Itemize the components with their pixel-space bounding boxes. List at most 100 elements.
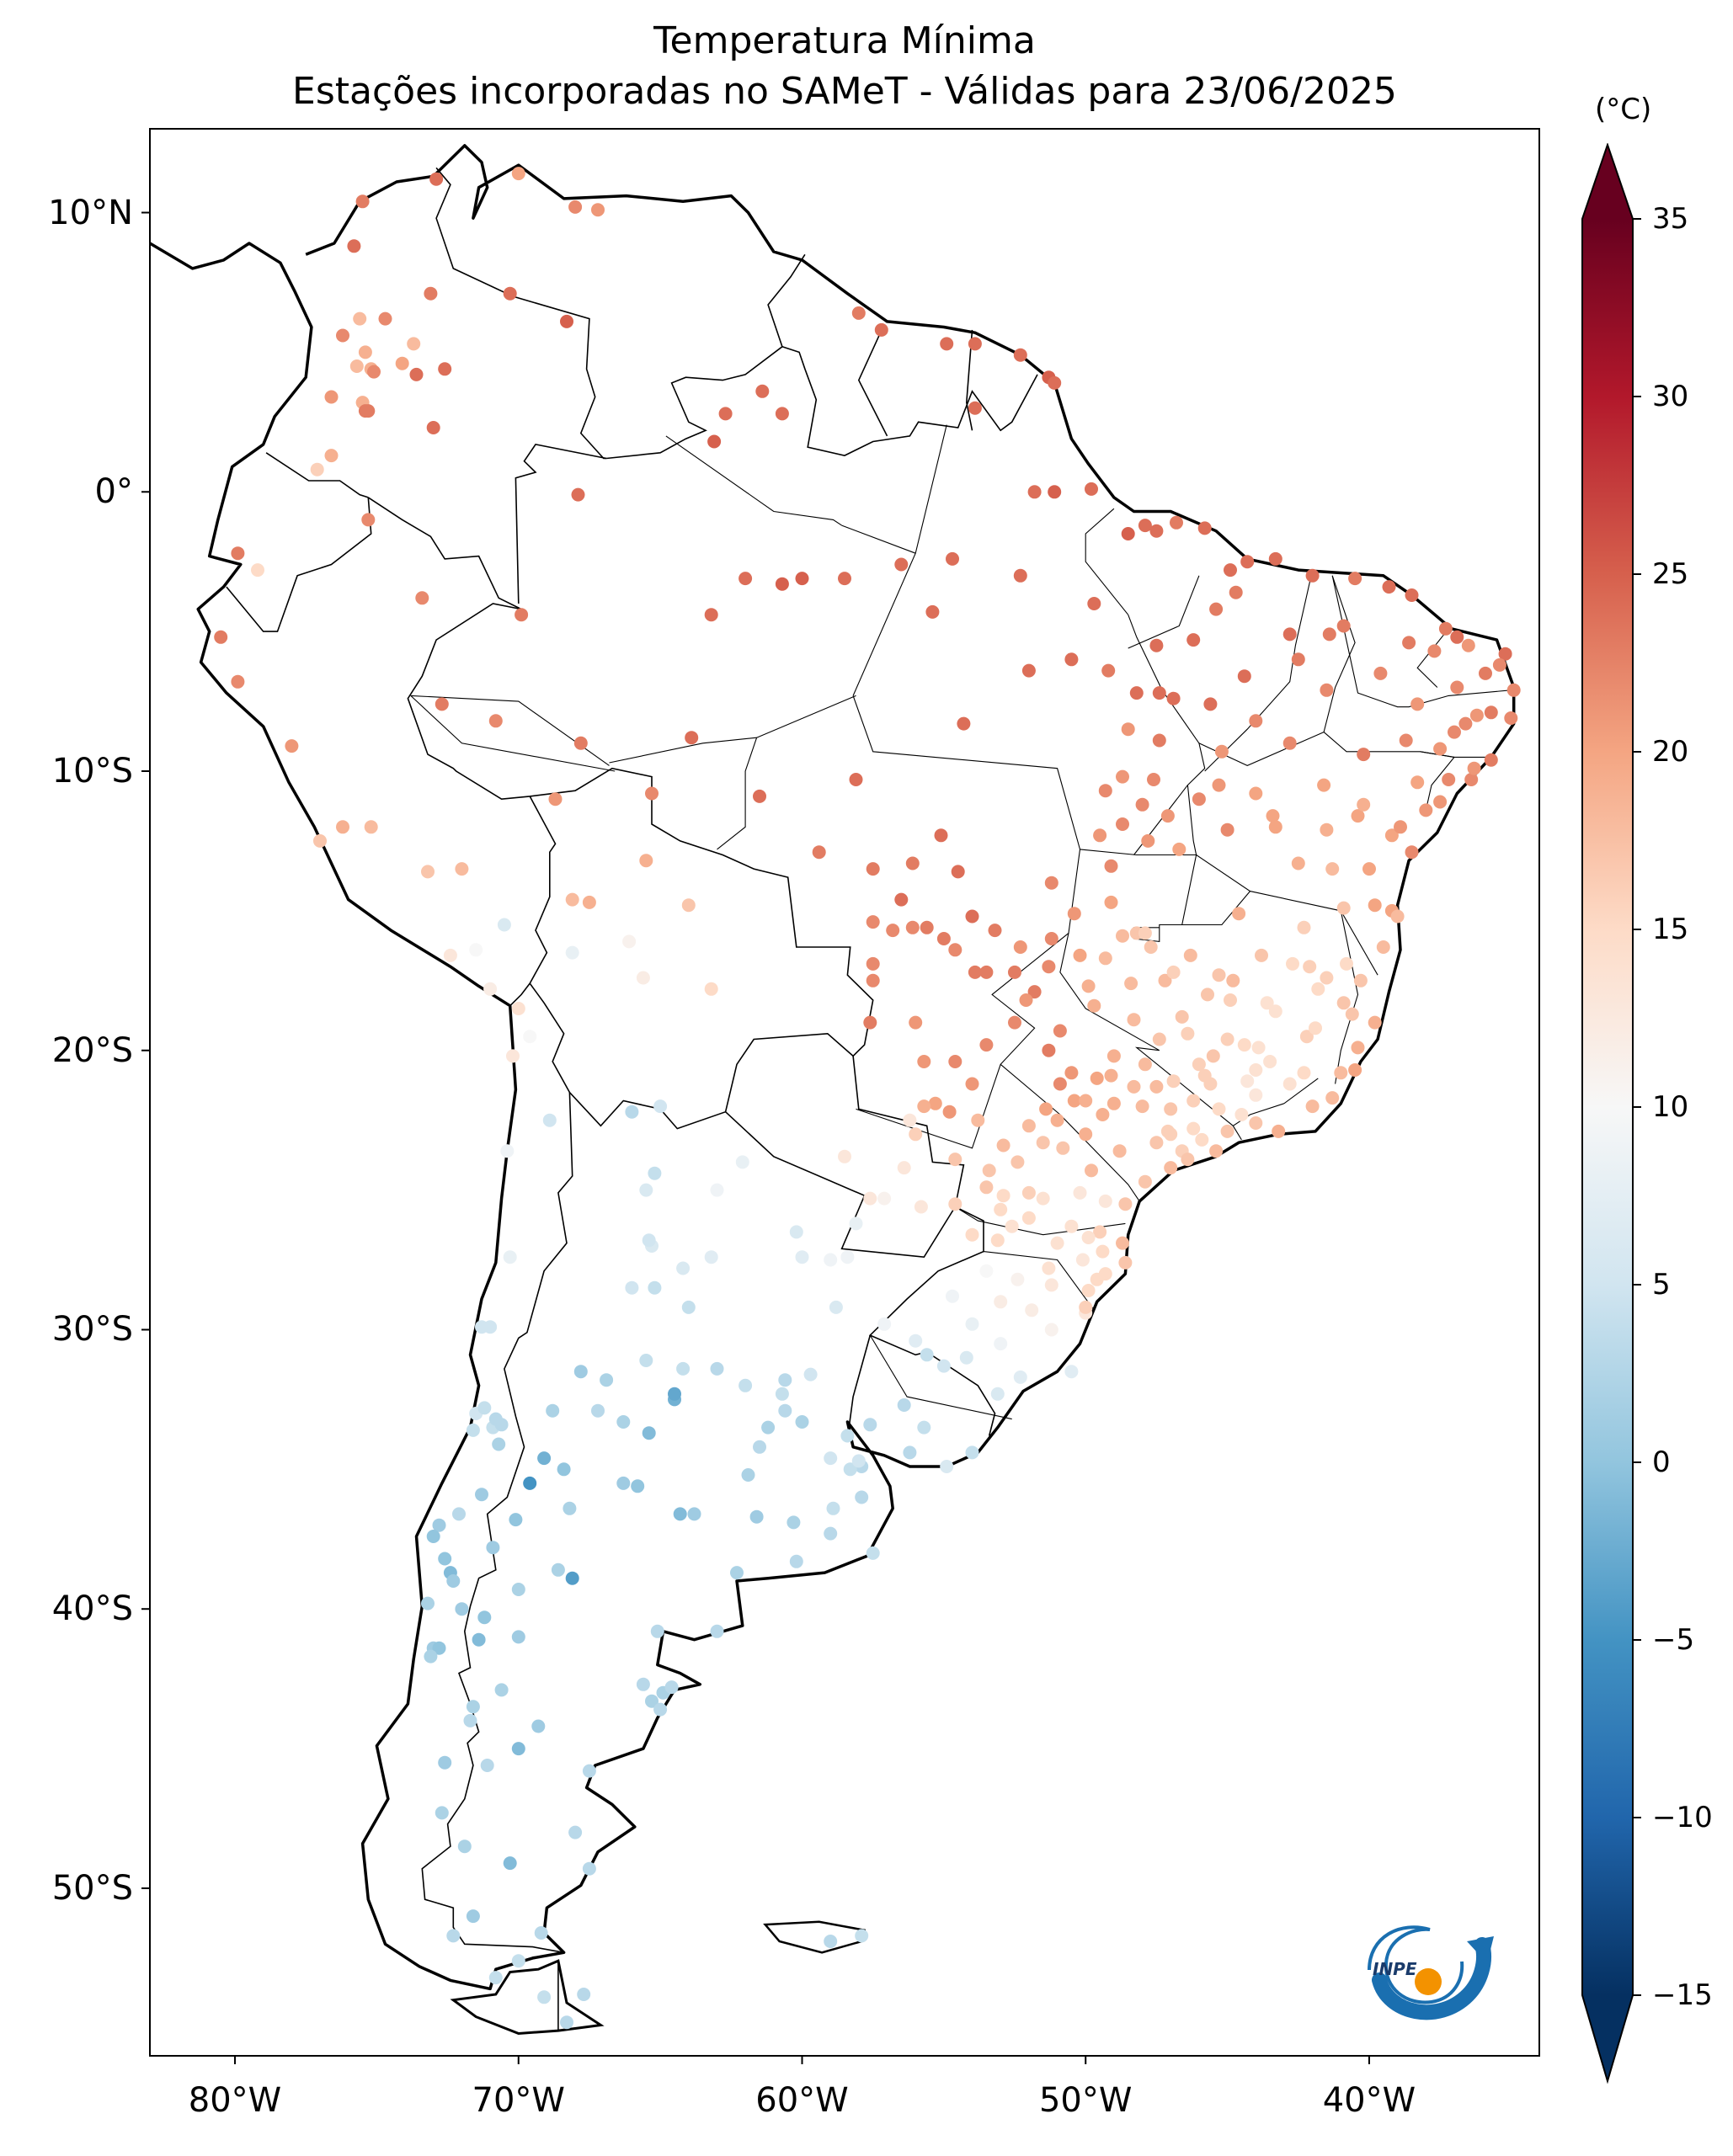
- station-point: [1181, 1153, 1195, 1167]
- station-point: [563, 1501, 577, 1515]
- station-point: [424, 1649, 438, 1664]
- station-point: [251, 563, 264, 578]
- station-point: [789, 1225, 803, 1239]
- station-point: [435, 1806, 449, 1820]
- station-point: [1297, 920, 1311, 934]
- station-point: [1357, 748, 1371, 762]
- station-point: [475, 1488, 488, 1502]
- station-point: [1010, 1272, 1025, 1286]
- station-point: [523, 1476, 537, 1490]
- station-point: [639, 1183, 653, 1197]
- station-point: [1268, 820, 1282, 834]
- station-point: [979, 965, 994, 979]
- station-point: [866, 915, 880, 929]
- station-point: [1394, 820, 1407, 834]
- station-point: [778, 1403, 792, 1418]
- station-point: [1152, 686, 1166, 700]
- station-point: [903, 1113, 917, 1127]
- station-point: [1098, 784, 1112, 798]
- station-point: [855, 1929, 869, 1943]
- station-point: [803, 1367, 818, 1381]
- station-point: [1297, 1066, 1311, 1080]
- station-point: [863, 1191, 877, 1206]
- station-point: [1021, 663, 1036, 678]
- station-point: [934, 828, 948, 843]
- station-point: [812, 845, 826, 860]
- station-point: [573, 1365, 588, 1379]
- station-point: [415, 591, 429, 605]
- station-point: [1203, 697, 1218, 711]
- station-point: [1144, 940, 1158, 954]
- station-point: [435, 697, 449, 711]
- colorbar-max-extend: [1582, 145, 1633, 219]
- latitude-label: 10°S: [51, 752, 133, 791]
- station-point: [1129, 686, 1144, 700]
- station-point: [1152, 733, 1166, 748]
- station-point: [457, 1839, 472, 1854]
- station-point: [1149, 1079, 1164, 1094]
- station-point: [1021, 1211, 1036, 1225]
- station-point: [1362, 862, 1376, 876]
- station-point: [1081, 979, 1096, 993]
- station-point: [730, 1566, 744, 1580]
- station-point: [582, 1764, 596, 1778]
- station-point: [1272, 1124, 1286, 1138]
- station-point: [1357, 797, 1371, 812]
- station-point: [905, 920, 920, 934]
- station-point: [965, 1227, 979, 1242]
- station-point: [1116, 817, 1129, 831]
- station-point: [1104, 895, 1118, 909]
- station-point: [1127, 1013, 1141, 1027]
- station-point: [1104, 859, 1118, 873]
- station-point: [735, 1155, 749, 1169]
- station-point: [1410, 697, 1425, 711]
- station-point: [1325, 862, 1340, 876]
- station-point: [1450, 630, 1464, 644]
- station-point: [1135, 1099, 1149, 1114]
- station-point: [1214, 744, 1229, 759]
- station-point: [1175, 1009, 1189, 1024]
- station-point: [905, 856, 920, 870]
- station-point: [353, 311, 367, 326]
- station-point: [1149, 524, 1164, 538]
- station-point: [497, 918, 511, 932]
- station-point: [851, 306, 866, 320]
- station-point: [1079, 1300, 1093, 1314]
- station-point: [1106, 1049, 1121, 1063]
- colorbar-tick-label: 20: [1652, 735, 1689, 769]
- station-point: [463, 1713, 477, 1727]
- station-point: [1042, 1043, 1056, 1057]
- station-point: [971, 1113, 985, 1127]
- country-border: [407, 603, 874, 1057]
- state-border: [841, 524, 916, 554]
- station-point: [1013, 1370, 1027, 1384]
- station-point: [1220, 822, 1234, 837]
- station-point: [1048, 375, 1062, 390]
- station-point: [928, 1096, 942, 1110]
- station-point: [511, 1630, 525, 1644]
- station-point: [1087, 998, 1101, 1013]
- station-point: [503, 286, 517, 301]
- station-point: [936, 932, 951, 945]
- station-point: [548, 792, 563, 807]
- station-point: [741, 1468, 755, 1482]
- station-point: [551, 1562, 565, 1577]
- station-point: [429, 172, 444, 186]
- station-point: [1405, 588, 1419, 602]
- station-point: [1458, 716, 1473, 731]
- station-point: [466, 1700, 480, 1714]
- station-point: [432, 1641, 446, 1655]
- station-point: [1098, 951, 1112, 966]
- station-point: [1282, 736, 1297, 750]
- map-canvas: [141, 128, 1540, 2064]
- state-border: [852, 695, 1081, 1149]
- station-point: [511, 1742, 525, 1756]
- station-point: [710, 1183, 724, 1197]
- station-point: [1348, 1063, 1362, 1077]
- station-point: [863, 1418, 877, 1432]
- station-point: [1112, 1144, 1127, 1158]
- station-point: [866, 973, 880, 988]
- station-point: [1079, 1127, 1093, 1142]
- colorbar-tick-label: −5: [1652, 1623, 1695, 1657]
- station-point: [1166, 1074, 1181, 1089]
